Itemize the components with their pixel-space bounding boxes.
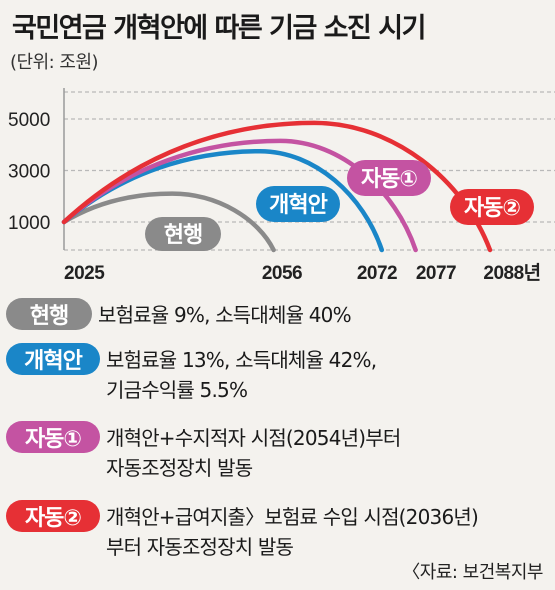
series-label: 자동② [464, 196, 520, 221]
series-line [61, 191, 276, 253]
series-label-pill [145, 217, 221, 251]
legend-desc-line: 자동조정장치 발동 [106, 456, 253, 480]
y-tick-label: 5000 [8, 110, 50, 131]
series-line [61, 120, 493, 253]
page-title: 국민연금 개혁안에 따른 기금 소진 시기 [12, 13, 426, 44]
series-line [61, 138, 418, 253]
line-chart: 1000 3000 5000 2025 2056 2072 2077 2088년 현행 개혁안 자동… [8, 88, 555, 284]
legend-desc-reform: 보험료율 13%, 소득대체율 42%, 기금수익률 5.5% [106, 345, 377, 405]
legend-item-current: 현행 보험료율 9%, 소득대체율 40% [6, 298, 551, 330]
x-tick-label: 2088년 [483, 262, 540, 284]
source-note: 〈자료: 보건복지부 [402, 562, 543, 583]
series-label: 현행 [164, 223, 202, 248]
legend-item-auto2: 자동② 개혁안+급여지출〉보험료 수입 시점(2036년) 부터 자동조정장치 … [6, 500, 551, 562]
legend-desc-line: 기금수익률 5.5% [106, 378, 248, 402]
x-tick-label: 2025 [64, 263, 105, 284]
legend-desc-line: 개혁안+수지적자 시점(2054년)부터 [106, 426, 401, 450]
y-tick-label: 3000 [8, 162, 50, 183]
legend-desc-auto1: 개혁안+수지적자 시점(2054년)부터 자동조정장치 발동 [106, 423, 401, 483]
legend-desc-line: 보험료율 9%, 소득대체율 40% [98, 303, 352, 327]
legend-desc-current: 보험료율 9%, 소득대체율 40% [98, 300, 352, 330]
legend-pill-reform: 개혁안 [6, 343, 100, 375]
legend-item-reform: 개혁안 보험료율 13%, 소득대체율 42%, 기금수익률 5.5% [6, 343, 551, 405]
series-label: 자동① [361, 167, 417, 192]
series-label-pill [256, 186, 340, 222]
unit-label: (단위: 조원) [10, 52, 99, 73]
x-tick-label: 2072 [357, 263, 397, 284]
series-label-pill [450, 189, 534, 225]
legend-pill-auto2: 자동② [6, 500, 100, 532]
legend-item-auto1: 자동① 개혁안+수지적자 시점(2054년)부터 자동조정장치 발동 [6, 421, 551, 483]
x-tick-label: 2077 [416, 263, 456, 284]
legend-desc-line: 개혁안+급여지출〉보험료 수입 시점(2036년) [106, 505, 479, 529]
y-tick-label: 1000 [8, 213, 50, 234]
legend-desc-line: 보험료율 13%, 소득대체율 42%, [106, 348, 377, 372]
series-label-pill [347, 160, 431, 196]
legend-desc-auto2: 개혁안+급여지출〉보험료 수입 시점(2036년) 부터 자동조정장치 발동 [106, 502, 479, 562]
x-tick-label: 2056 [262, 263, 302, 284]
series-label: 개혁안 [269, 192, 327, 218]
legend-pill-auto1: 자동① [6, 421, 100, 453]
legend-desc-line: 부터 자동조정장치 발동 [106, 535, 294, 559]
legend-pill-current: 현행 [6, 298, 92, 330]
